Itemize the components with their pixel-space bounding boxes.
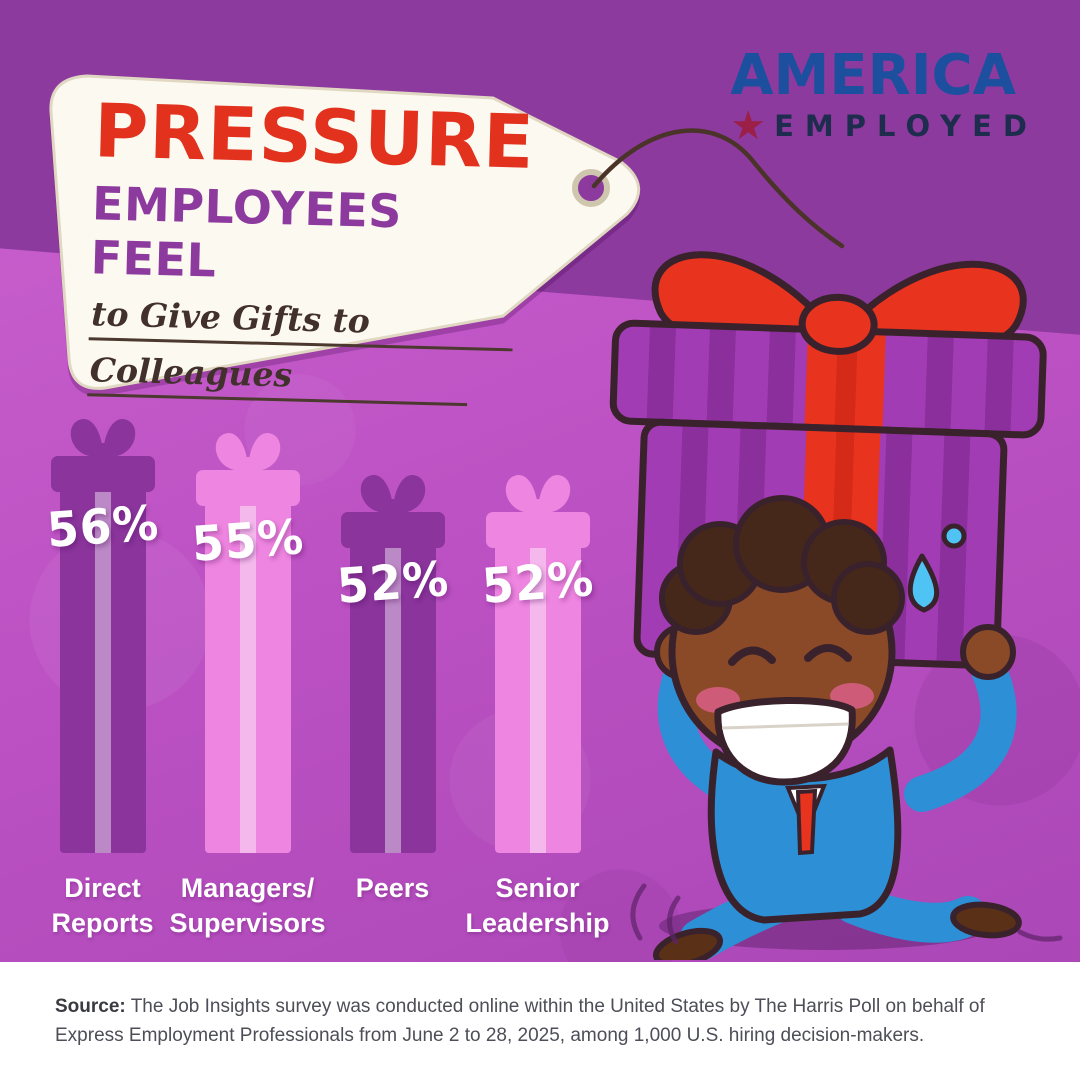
gift-bow-icon (505, 475, 570, 517)
logo-line-employed: ★ EMPLOYED (730, 106, 1038, 146)
gift-bar-body: 52% (480, 545, 595, 853)
bar-label-managers-supervisors: Managers/ Supervisors (169, 873, 326, 939)
sweat-drop-icon (907, 523, 967, 613)
gift-bar-body: 55% (190, 503, 305, 853)
tie (795, 788, 818, 856)
right-eye-closed (804, 644, 852, 662)
gift-lid (50, 456, 155, 492)
right-hand (960, 624, 1016, 680)
bar-label-direct-reports: Direct Reports (51, 873, 154, 939)
bar-value-label: 56% (44, 495, 161, 559)
source-text: Source: The Job Insights survey was cond… (55, 992, 1025, 1051)
gift-lid (485, 512, 590, 548)
gift-bar-body: 56% (45, 489, 160, 853)
bar-direct-reports: 56% (30, 412, 175, 853)
grin (714, 697, 856, 786)
source-band: Source: The Job Insights survey was cond… (0, 962, 1080, 1080)
motion-lines (630, 883, 1063, 945)
bars-row: 56% 55% (30, 398, 616, 853)
bar-value-label: 52% (479, 551, 596, 615)
labels-row: Direct Reports Managers/ Supervisors Pee… (30, 871, 616, 963)
logo-word-employed: EMPLOYED (774, 109, 1038, 143)
source-label: Source: (55, 995, 126, 1017)
gift-lid (195, 470, 300, 506)
headline-word-pressure: PRESSURE (92, 88, 536, 186)
hair (659, 495, 905, 635)
headline-sub-line2: Colleagues (87, 340, 469, 407)
right-shoe (950, 901, 1022, 939)
bar-label-peers: Peers (355, 873, 430, 903)
america-employed-logo: AMERICA ★ EMPLOYED (730, 43, 1038, 147)
bar-senior-leadership: 52% (465, 468, 610, 853)
head (659, 495, 905, 786)
bar-managers-supervisors: 55% (175, 426, 320, 853)
logo-word-america: AMERICA (730, 43, 1016, 108)
headline-employees-feel: EMPLOYEES FEEL (90, 176, 403, 288)
bar-value-label: 52% (334, 551, 451, 615)
gift-tag-headline: PRESSURE EMPLOYEES FEEL to Give Gifts to… (25, 40, 675, 407)
bar-value-label: 55% (189, 509, 306, 573)
gift-bow-icon (360, 475, 425, 517)
bar-label-senior-leadership: Senior Leadership (465, 873, 610, 939)
bow-knot (798, 293, 878, 355)
star-icon: ★ (730, 103, 767, 149)
left-eye-closed (728, 646, 776, 666)
gift-bow-icon (215, 433, 280, 475)
mascot-carrying-gift (609, 251, 1063, 960)
tag-hole (572, 169, 610, 207)
gift-bar-body: 52% (335, 545, 450, 853)
source-body: The Job Insights survey was conducted on… (55, 995, 985, 1046)
pressure-bar-chart: 56% 55% (30, 398, 616, 963)
gift-bow-icon (70, 419, 135, 461)
gift-lid (340, 512, 445, 548)
bar-peers: 52% (320, 468, 465, 853)
tag-text: PRESSURE EMPLOYEES FEEL to Give Gifts to… (87, 88, 536, 408)
